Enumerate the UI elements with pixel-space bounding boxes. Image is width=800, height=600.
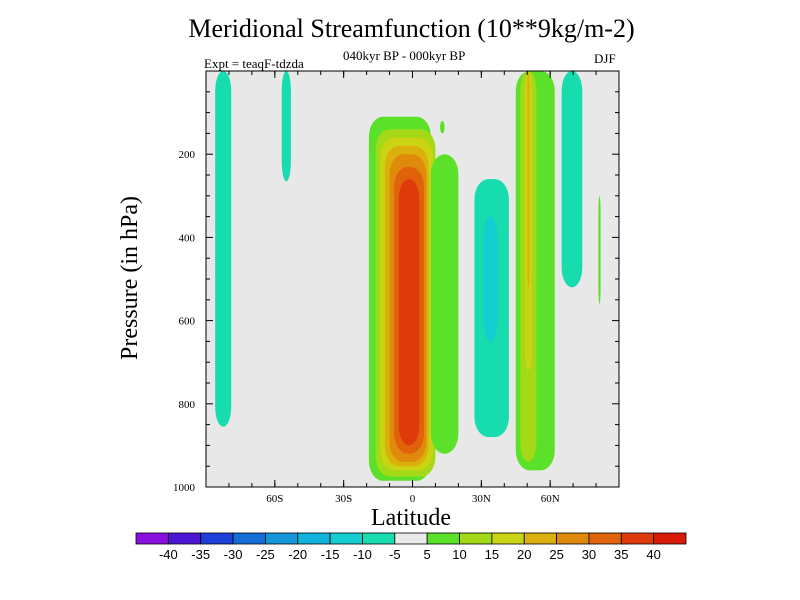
colorbar-swatch-16 <box>653 532 687 545</box>
x-tick-label-0: 60S <box>266 493 283 505</box>
y-tick-label-4: 1000 <box>173 482 196 494</box>
colorbar-label-15: 40 <box>646 547 660 562</box>
colorbar-swatch-4 <box>265 532 299 545</box>
x-axis-title: Latitude <box>371 505 451 531</box>
colorbar-swatch-13 <box>556 532 590 545</box>
chart-subtitle: 040kyr BP - 000kyr BP <box>343 48 466 63</box>
y-tick-label-0: 200 <box>179 149 196 161</box>
contour-band-9 <box>430 154 459 454</box>
contour-fill-layer <box>215 71 601 481</box>
colorbar-swatch-10 <box>459 532 493 545</box>
y-axis: 200 400 600 800 1000 <box>173 91 619 494</box>
colorbar-swatch-6 <box>329 532 363 545</box>
y-axis-title: Pressure (in hPa) <box>117 196 143 360</box>
colorbar-swatch-11 <box>491 532 525 545</box>
y-tick-label-2: 600 <box>179 316 196 328</box>
colorbar-label-8: 5 <box>424 547 431 562</box>
colorbar-label-5: -15 <box>321 547 340 562</box>
x-tick-label-4: 60N <box>541 493 560 505</box>
colorbar-label-1: -35 <box>191 547 210 562</box>
colorbar-swatch-7 <box>362 532 396 545</box>
contour-band-17 <box>561 71 583 288</box>
colorbar-label-0: -40 <box>159 547 178 562</box>
colorbar-label-3: -25 <box>256 547 275 562</box>
colorbar-label-7: -5 <box>389 547 401 562</box>
y-tick-label-3: 800 <box>179 399 196 411</box>
colorbar-label-13: 30 <box>582 547 596 562</box>
contour-band-16 <box>527 71 530 288</box>
colorbar-swatch-2 <box>200 532 234 545</box>
colorbar-label-12: 25 <box>549 547 563 562</box>
x-axis: 60S 30S 0 30N 60N <box>228 71 597 505</box>
colorbar-swatch-15 <box>620 532 655 545</box>
colorbar-swatch-8 <box>394 532 428 545</box>
colorbar-swatch-14 <box>588 532 622 545</box>
colorbar-label-9: 10 <box>452 547 466 562</box>
colorbar-swatch-0 <box>135 532 169 545</box>
contour-band-0 <box>215 71 232 427</box>
colorbar: -40 -35 -30 -25 -20 -15 -10 -5 5 10 15 20 25 30 35 40 <box>135 532 687 562</box>
colorbar-label-6: -10 <box>353 547 372 562</box>
x-tick-label-2: 0 <box>410 493 416 505</box>
x-tick-label-1: 30S <box>335 493 352 505</box>
experiment-label: Expt = teaqF-tdzda <box>204 56 304 71</box>
contour-band-10 <box>440 120 445 134</box>
y-tick-label-1: 400 <box>179 232 196 244</box>
colorbar-label-4: -20 <box>288 547 307 562</box>
colorbar-swatch-12 <box>523 532 557 545</box>
contour-band-8 <box>398 179 420 446</box>
colorbar-swatch-5 <box>297 532 331 545</box>
colorbar-label-2: -30 <box>224 547 243 562</box>
colorbar-swatch-3 <box>232 532 266 545</box>
colorbar-swatch-9 <box>426 532 460 545</box>
colorbar-label-14: 35 <box>614 547 628 562</box>
chart-title: Meridional Streamfunction (10**9kg/m-2) <box>188 14 635 43</box>
season-label: DJF <box>594 51 616 66</box>
colorbar-label-10: 15 <box>485 547 499 562</box>
contour-band-12 <box>483 216 498 342</box>
x-tick-label-3: 30N <box>472 493 491 505</box>
colorbar-swatch-1 <box>167 532 202 545</box>
contour-band-1 <box>281 71 291 182</box>
contour-band-18 <box>598 195 601 304</box>
colorbar-label-11: 20 <box>517 547 531 562</box>
